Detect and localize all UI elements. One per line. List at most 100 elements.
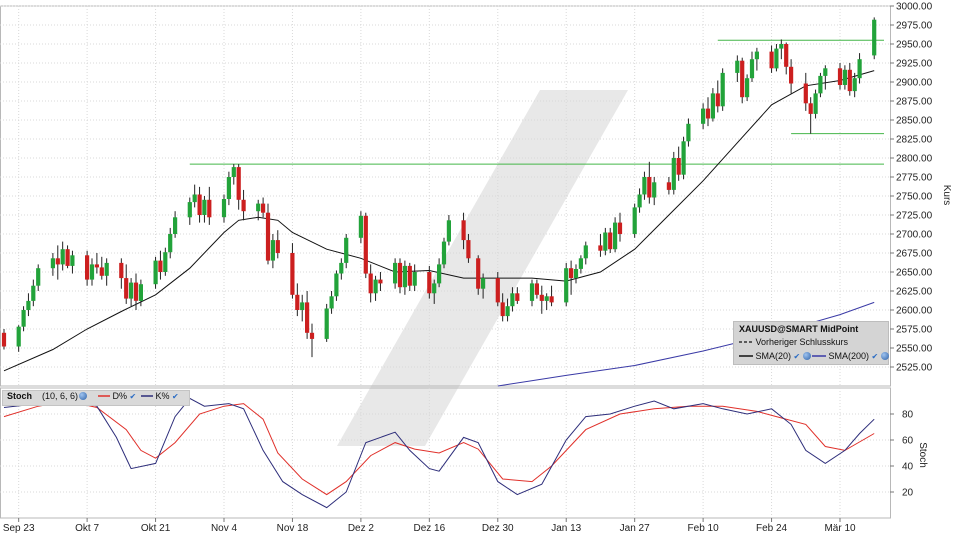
candle-down <box>427 272 432 294</box>
candle-down <box>466 240 471 259</box>
candle-down <box>515 293 520 301</box>
candle-down <box>740 60 745 98</box>
candle-down <box>495 278 500 303</box>
check-icon[interactable]: ✔ <box>172 392 179 401</box>
candle-down <box>368 273 373 294</box>
candle-down <box>119 262 124 279</box>
candle-up <box>89 264 95 280</box>
red-line-icon <box>98 395 110 397</box>
candle-down <box>608 232 613 250</box>
legend-sma20[interactable]: SMA(20) ✔ <box>739 351 811 361</box>
candle-down <box>847 69 852 92</box>
candle-up <box>735 60 740 73</box>
stoch-settings[interactable] <box>79 391 87 401</box>
candle-down <box>99 267 104 276</box>
candle-down <box>290 253 295 295</box>
blue-line-icon <box>812 355 826 357</box>
stoch-k-legend[interactable]: K% ✔ <box>141 391 179 401</box>
candle-up <box>163 252 168 272</box>
check-icon[interactable]: ✔ <box>793 352 801 361</box>
stoch-k-label: K% <box>155 391 170 401</box>
candle-up <box>138 284 143 301</box>
candle-up <box>720 72 725 107</box>
candle-up <box>671 158 676 190</box>
x-tick-label: Sep 23 <box>3 523 35 534</box>
candle-down <box>94 264 99 268</box>
candle-up <box>872 19 877 56</box>
candle-up <box>339 262 344 274</box>
candle-up <box>632 207 637 234</box>
candle-down <box>500 302 505 317</box>
candle-down <box>598 245 603 251</box>
candle-up <box>202 199 207 215</box>
candle-down <box>397 262 403 288</box>
price-tick-label: 2700.00 <box>896 230 933 241</box>
globe-icon[interactable] <box>802 352 811 360</box>
candle-down <box>539 294 544 301</box>
legend-prev-close[interactable]: Vorheriger Schlusskurs <box>739 337 848 347</box>
globe-icon[interactable] <box>880 352 889 360</box>
candle-up <box>50 258 55 269</box>
candle-up <box>481 278 486 289</box>
candle-up <box>334 273 339 297</box>
x-tick-label: Jan 13 <box>551 523 581 534</box>
price-tick-label: 2900.00 <box>896 78 933 89</box>
candle-down <box>378 279 383 284</box>
candle-up <box>823 68 828 76</box>
candle-up <box>300 302 305 310</box>
candle-up <box>192 194 197 203</box>
check-icon[interactable]: ✔ <box>129 392 137 401</box>
globe-icon[interactable] <box>79 392 87 400</box>
price-tick-label: 2775.00 <box>896 173 933 184</box>
candle-down <box>265 212 271 261</box>
stoch-tick-label: 40 <box>902 462 914 473</box>
price-tick-label: 2725.00 <box>896 211 933 222</box>
x-tick-label: Okt 7 <box>75 523 99 534</box>
candle-up <box>437 264 442 284</box>
candle-down <box>363 215 368 274</box>
stoch-params: (10, 6, 6) <box>42 391 79 401</box>
candle-down <box>534 283 539 295</box>
x-tick-label: Feb 10 <box>688 523 720 534</box>
candle-down <box>837 68 843 85</box>
candle-down <box>197 194 202 215</box>
candle-down <box>1 332 7 347</box>
x-tick-label: Okt 21 <box>141 523 171 534</box>
legend-sma200[interactable]: SMA(200) ✔ <box>812 351 889 361</box>
price-axis-label: Kurs <box>941 185 952 206</box>
stoch-d-label: D% <box>112 391 128 401</box>
candle-up <box>358 215 363 238</box>
x-tick-label: Dez 2 <box>348 523 375 534</box>
candle-up <box>510 293 515 307</box>
check-icon[interactable]: ✔ <box>871 352 879 361</box>
x-tick-label: Dez 16 <box>413 523 445 534</box>
stoch-k-line <box>3 397 875 509</box>
candle-down <box>207 199 212 218</box>
candle-up <box>432 283 437 294</box>
stoch-pane-frame <box>0 387 891 519</box>
candle-down <box>476 258 481 289</box>
x-tick-label: Dez 30 <box>482 523 514 534</box>
candle-up <box>344 237 349 263</box>
candle-down <box>803 83 808 104</box>
candle-up <box>818 75 823 94</box>
legend-title: XAUUSD@SMART MidPoint <box>739 324 859 334</box>
stoch-header[interactable] <box>2 390 190 406</box>
candle-up <box>749 59 755 79</box>
price-legend[interactable]: XAUUSD@SMART MidPoint Vorheriger Schluss… <box>733 321 889 365</box>
price-tick-label: 2875.00 <box>896 97 933 108</box>
candle-up <box>652 182 657 198</box>
candle-up <box>774 48 779 69</box>
candle-down <box>784 44 789 67</box>
candle-up <box>745 78 750 98</box>
candle-up <box>153 260 158 285</box>
candle-up <box>701 108 706 124</box>
stoch-d-legend[interactable]: D% ✔ <box>98 391 136 401</box>
candle-up <box>270 240 275 261</box>
candle-down <box>236 167 241 200</box>
candle-up <box>603 232 608 251</box>
candle-up <box>842 69 847 85</box>
candle-up <box>578 258 583 269</box>
candle-up <box>104 262 109 276</box>
